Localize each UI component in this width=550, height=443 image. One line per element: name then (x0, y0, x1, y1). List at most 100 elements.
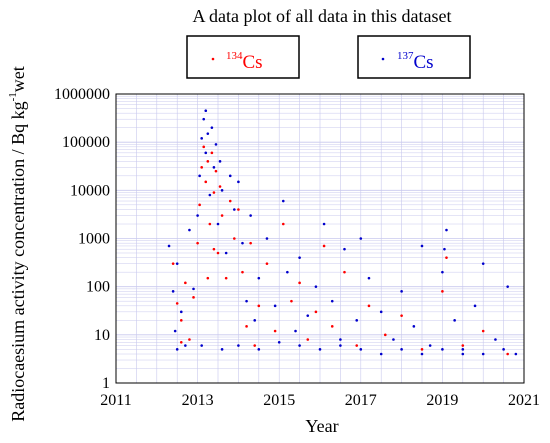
point-137cs (412, 325, 416, 328)
point-137cs (420, 352, 424, 356)
point-134cs (367, 304, 371, 308)
point-134cs (265, 262, 269, 265)
point-134cs (253, 344, 257, 347)
point-137cs (453, 319, 456, 322)
point-137cs (306, 314, 310, 317)
point-134cs (204, 180, 208, 184)
point-137cs (445, 228, 448, 232)
point-137cs (228, 174, 232, 178)
point-134cs (179, 319, 183, 322)
point-134cs (245, 325, 248, 328)
point-137cs (237, 344, 240, 347)
point-137cs (167, 244, 171, 248)
y-axis-label-main: Radiocaesium activity concentration / Bq… (8, 101, 28, 421)
point-134cs (281, 222, 285, 226)
point-137cs (214, 143, 218, 146)
point-134cs (188, 338, 191, 341)
legend-name-134cs: Cs (243, 52, 263, 73)
point-137cs (286, 270, 289, 274)
point-134cs (196, 241, 199, 245)
point-137cs (343, 247, 346, 251)
legend-label-137cs: 137Cs (397, 50, 434, 73)
point-137cs (339, 344, 342, 347)
point-134cs (420, 348, 424, 351)
point-134cs (241, 270, 244, 274)
point-137cs (318, 348, 322, 351)
legend-sup-137cs: 137 (397, 50, 414, 62)
point-137cs (298, 256, 301, 259)
point-137cs (249, 214, 252, 217)
point-134cs (290, 299, 293, 303)
point-134cs (214, 169, 218, 173)
point-137cs (202, 117, 206, 121)
point-134cs (306, 338, 310, 341)
point-134cs (355, 344, 359, 347)
x-tick-label: 2019 (426, 392, 458, 409)
point-134cs (224, 276, 228, 280)
point-137cs (294, 329, 297, 333)
point-134cs (445, 256, 448, 259)
point-137cs (420, 244, 424, 248)
point-137cs (179, 310, 183, 314)
point-137cs (273, 304, 277, 308)
point-137cs (237, 180, 240, 184)
point-134cs (298, 281, 301, 285)
point-134cs (200, 166, 203, 169)
point-137cs (473, 304, 477, 308)
point-134cs (206, 276, 210, 280)
point-137cs (322, 222, 326, 226)
point-137cs (392, 338, 395, 341)
point-137cs (188, 228, 191, 232)
point-134cs (400, 314, 403, 317)
point-137cs (355, 319, 359, 322)
legend-marker-137cs (381, 57, 385, 61)
point-134cs (322, 244, 326, 248)
point-137cs (196, 214, 199, 217)
point-137cs (339, 338, 342, 341)
point-137cs (277, 340, 281, 344)
point-134cs (179, 340, 183, 344)
legend-marker-134cs (211, 57, 215, 61)
legend-box-134cs (186, 35, 300, 79)
point-134cs (218, 185, 222, 188)
point-134cs (220, 214, 224, 217)
legend-box-137cs (357, 35, 471, 79)
point-134cs (506, 352, 509, 356)
point-137cs (281, 199, 285, 203)
point-134cs (441, 290, 444, 293)
point-134cs (192, 296, 195, 299)
point-137cs (208, 193, 212, 197)
point-134cs (249, 241, 252, 245)
point-134cs (383, 333, 387, 337)
point-137cs (220, 189, 224, 192)
point-137cs (441, 270, 444, 274)
x-axis-label: Year (305, 416, 338, 436)
x-tick-label: 2013 (182, 392, 214, 409)
y-tick-labels: 1 10 100 1000 10000 100000 1000000 (54, 86, 110, 392)
chart-title: A data plot of all data in this dataset (193, 6, 452, 26)
point-137cs (443, 247, 446, 251)
point-137cs (220, 348, 224, 351)
point-134cs (461, 344, 465, 347)
point-137cs (212, 166, 216, 169)
point-137cs (175, 348, 179, 351)
point-137cs (210, 126, 214, 129)
point-137cs (224, 251, 228, 255)
point-134cs (202, 145, 206, 149)
point-137cs (514, 352, 518, 356)
y-tick-label: 10 (94, 327, 110, 344)
legend-sup-134cs: 134 (226, 50, 243, 62)
point-137cs (204, 109, 208, 113)
point-134cs (330, 325, 334, 328)
point-137cs (400, 348, 403, 351)
y-axis-label-sup: -1 (7, 92, 19, 101)
point-137cs (298, 344, 301, 347)
x-tick-label: 2017 (345, 392, 377, 409)
point-137cs (173, 329, 177, 333)
point-134cs (208, 222, 212, 226)
y-tick-label: 10000 (70, 182, 110, 199)
point-137cs (218, 160, 222, 163)
legend-label-134cs: 134Cs (226, 50, 263, 73)
plot-frame (115, 93, 525, 384)
point-137cs (241, 241, 244, 245)
